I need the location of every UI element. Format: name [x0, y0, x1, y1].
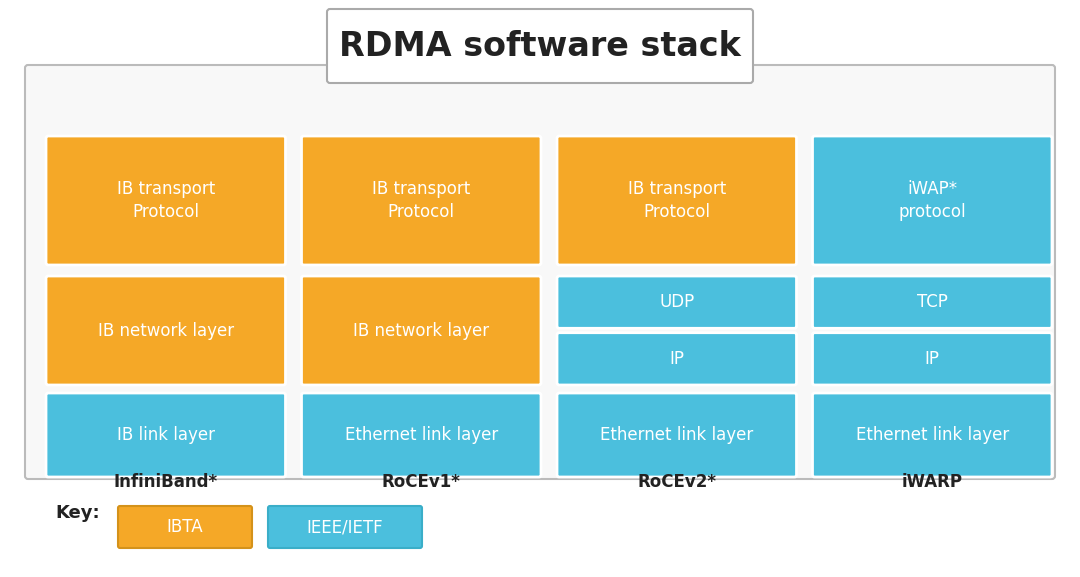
Text: IP: IP — [670, 350, 685, 368]
FancyBboxPatch shape — [812, 276, 1052, 328]
Text: IB link layer: IB link layer — [117, 426, 215, 444]
FancyBboxPatch shape — [46, 276, 285, 385]
FancyBboxPatch shape — [812, 136, 1052, 265]
FancyBboxPatch shape — [301, 393, 541, 477]
Text: IP: IP — [924, 350, 940, 368]
Text: IB transport
Protocol: IB transport Protocol — [117, 179, 215, 222]
FancyBboxPatch shape — [301, 276, 541, 385]
Text: RoCEv1*: RoCEv1* — [382, 473, 461, 491]
FancyBboxPatch shape — [25, 65, 1055, 479]
FancyBboxPatch shape — [557, 333, 797, 385]
FancyBboxPatch shape — [268, 506, 422, 548]
Text: IB network layer: IB network layer — [353, 321, 489, 339]
FancyBboxPatch shape — [327, 9, 753, 83]
Text: IEEE/IETF: IEEE/IETF — [307, 518, 383, 536]
Text: Key:: Key: — [55, 504, 99, 522]
Text: IBTA: IBTA — [166, 518, 203, 536]
FancyBboxPatch shape — [46, 136, 285, 265]
Text: Ethernet link layer: Ethernet link layer — [855, 426, 1009, 444]
Text: InfiniBand*: InfiniBand* — [113, 473, 218, 491]
FancyBboxPatch shape — [301, 136, 541, 265]
FancyBboxPatch shape — [118, 506, 252, 548]
FancyBboxPatch shape — [557, 393, 797, 477]
FancyBboxPatch shape — [46, 393, 285, 477]
FancyBboxPatch shape — [812, 393, 1052, 477]
Text: IB transport
Protocol: IB transport Protocol — [627, 179, 726, 222]
Text: RoCEv2*: RoCEv2* — [637, 473, 716, 491]
Text: IB transport
Protocol: IB transport Protocol — [373, 179, 471, 222]
FancyBboxPatch shape — [557, 276, 797, 328]
Text: UDP: UDP — [659, 293, 694, 311]
Text: IB network layer: IB network layer — [97, 321, 233, 339]
FancyBboxPatch shape — [812, 333, 1052, 385]
FancyBboxPatch shape — [557, 136, 797, 265]
Text: RDMA software stack: RDMA software stack — [339, 29, 741, 62]
Text: iWARP: iWARP — [902, 473, 962, 491]
Text: Ethernet link layer: Ethernet link layer — [600, 426, 754, 444]
Text: TCP: TCP — [917, 293, 947, 311]
Text: Ethernet link layer: Ethernet link layer — [345, 426, 498, 444]
Text: iWAP*
protocol: iWAP* protocol — [899, 179, 967, 222]
